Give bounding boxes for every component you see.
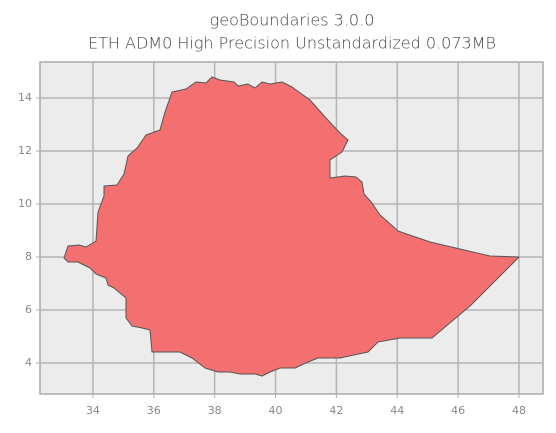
x-tick-label: 38 [208,404,222,417]
x-tick-label: 40 [269,404,283,417]
y-tick-label: 6 [25,303,32,316]
y-tick-label: 12 [18,144,32,157]
x-tick-label: 36 [147,404,161,417]
chart-title: geoBoundaries 3.0.0 [210,11,375,30]
y-tick-label: 14 [18,91,32,104]
x-tick-label: 46 [451,404,465,417]
x-tick-label: 48 [512,404,526,417]
y-tick-label: 8 [25,250,32,263]
chart-subtitle: ETH ADM0 High Precision Unstandardized 0… [88,34,496,53]
y-tick-label: 10 [18,197,32,210]
y-tick-label: 4 [25,356,32,369]
country-shape [63,76,520,377]
x-tick-label: 44 [390,404,404,417]
x-tick-label: 42 [329,404,343,417]
x-tick-label: 34 [86,404,100,417]
